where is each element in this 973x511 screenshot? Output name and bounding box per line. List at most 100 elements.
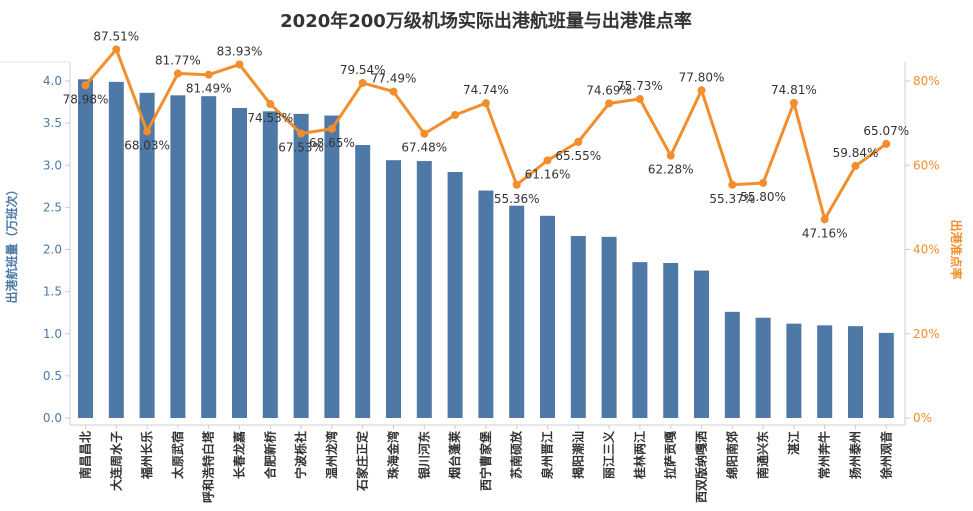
x-tick-label: 苏南硕放 xyxy=(509,430,524,479)
ontime-rate-label-揭阳潮汕: 65.55% xyxy=(555,149,601,163)
ontime-rate-label-太原武宿: 81.77% xyxy=(155,54,201,68)
y-left-tick-label: 3.5 xyxy=(43,116,62,130)
ontime-rate-label-桂林两江: 75.73% xyxy=(617,79,663,93)
bar-太原武宿 xyxy=(170,95,186,418)
ontime-rate-label-扬州泰州: 59.84% xyxy=(833,146,879,160)
ontime-rate-label-呼和浩特白塔: 81.49% xyxy=(186,82,232,96)
bar-苏南硕放 xyxy=(509,205,525,418)
ontime-rate-label-大连周水子: 87.51% xyxy=(93,29,139,43)
bar-绵阳南郊 xyxy=(724,311,740,418)
y-left-tick-label: 1.5 xyxy=(43,285,62,299)
y-axis-right-label: 出港准点率 xyxy=(949,219,964,279)
x-tick-label: 合肥新桥 xyxy=(262,430,277,479)
x-tick-label: 湛江 xyxy=(786,431,801,455)
x-tick-label: 绵阳南郊 xyxy=(724,431,739,479)
x-tick-label: 南昌昌北 xyxy=(78,431,93,479)
ontime-rate-point-西双版纳嘎洒 xyxy=(697,86,706,95)
x-tick-label: 常州奔牛 xyxy=(817,431,832,479)
ontime-rate-point-长春龙嘉 xyxy=(235,60,244,69)
bar-合肥新桥 xyxy=(262,111,278,418)
ontime-rate-point-苏南硕放 xyxy=(512,180,521,189)
bar-常州奔牛 xyxy=(817,325,833,418)
bar-揭阳潮汕 xyxy=(570,236,586,418)
bar-石家庄正定 xyxy=(355,145,371,418)
bar-桂林两江 xyxy=(632,262,648,418)
ontime-rate-point-石家庄正定 xyxy=(358,78,367,87)
bar-泉州晋江 xyxy=(540,215,555,418)
x-tick-label: 温州龙湾 xyxy=(324,431,339,479)
y-axis-left-label: 出港航班量（万班次） xyxy=(4,183,19,303)
x-tick-label: 宁波栎社 xyxy=(293,431,308,479)
y-left-tick-label: 0.0 xyxy=(43,411,62,425)
x-tick-label: 扬州泰州 xyxy=(848,431,863,479)
x-tick-label: 银川河东 xyxy=(416,431,431,479)
x-tick-label: 泉州晋江 xyxy=(540,431,555,479)
bar-珠海金湾 xyxy=(386,160,401,418)
bar-温州龙湾 xyxy=(324,115,340,418)
ontime-rate-label-宁波栎社: 67.53% xyxy=(278,141,324,155)
x-tick-label: 烟台蓬莱 xyxy=(447,431,462,479)
bars-layer xyxy=(78,79,894,419)
bar-银川河东 xyxy=(416,161,432,418)
y-right-tick-label: 0% xyxy=(913,411,932,425)
x-tick-label: 西双版纳嘎洒 xyxy=(694,431,709,503)
y-right-tick-label: 60% xyxy=(913,158,940,172)
y-left-tick-label: 3.0 xyxy=(43,158,62,172)
ontime-rate-label-绵阳南郊: 55.37% xyxy=(709,192,755,206)
x-tick-label: 丽江三义 xyxy=(601,430,616,479)
ontime-rate-point-泉州晋江 xyxy=(543,156,552,165)
ontime-rate-label-福州长乐: 68.03% xyxy=(124,138,170,152)
y-left-tick-label: 0.5 xyxy=(43,369,62,383)
bar-南昌昌北 xyxy=(78,79,93,418)
ontime-rate-point-绵阳南郊 xyxy=(728,180,737,189)
bar-烟台蓬莱 xyxy=(447,171,463,418)
x-tick-label: 珠海金湾 xyxy=(386,431,401,479)
bar-拉萨贡嘎 xyxy=(663,262,679,418)
x-tick-label: 西宁曹家堡 xyxy=(478,431,493,491)
bar-呼和浩特白塔 xyxy=(201,96,217,418)
ontime-rate-point-大连周水子 xyxy=(112,45,121,54)
chart-title: 2020年200万级机场实际出港航班量与出港准点率 xyxy=(280,10,692,32)
ontime-rate-point-宁波栎社 xyxy=(297,129,306,138)
ontime-rate-point-烟台蓬莱 xyxy=(451,110,460,119)
ontime-rate-point-拉萨贡嘎 xyxy=(666,151,675,160)
y-right-tick-label: 20% xyxy=(913,327,940,341)
y-left-tick-label: 1.0 xyxy=(43,327,62,341)
ontime-rate-point-合肥新桥 xyxy=(266,100,275,109)
x-tick-label: 太原武宿 xyxy=(170,431,185,479)
bar-长春龙嘉 xyxy=(232,107,247,419)
ontime-rate-label-西双版纳嘎洒: 77.80% xyxy=(679,70,725,84)
ontime-rate-label-湛江: 74.81% xyxy=(771,83,817,97)
x-tick-label: 福州长乐 xyxy=(139,431,154,480)
ontime-rate-point-徐州观音 xyxy=(882,139,891,148)
ontime-rate-label-石家庄正定: 79.54% xyxy=(340,63,386,77)
bar-丽江三义 xyxy=(601,236,617,418)
ontime-rate-point-丽江三义 xyxy=(605,99,614,108)
ontime-rate-point-南昌昌北 xyxy=(81,81,90,90)
ontime-rate-label-徐州观音: 65.07% xyxy=(863,124,909,138)
ontime-rate-point-珠海金湾 xyxy=(389,87,398,96)
bar-湛江 xyxy=(786,323,802,418)
ontime-rate-point-南通兴东 xyxy=(759,178,768,187)
x-tick-label: 石家庄正定 xyxy=(355,431,370,492)
ontime-rate-point-西宁曹家堡 xyxy=(481,99,490,108)
y-left-tick-label: 2.5 xyxy=(43,200,62,214)
bar-徐州观音 xyxy=(878,332,894,418)
ontime-rate-label-长春龙嘉: 83.93% xyxy=(217,44,263,58)
ontime-rate-point-温州龙湾 xyxy=(327,124,336,133)
y-left-tick-label: 4.0 xyxy=(43,74,62,88)
bar-宁波栎社 xyxy=(293,113,309,419)
ontime-rate-label-合肥新桥: 74.53% xyxy=(247,111,293,125)
y-right-tick-label: 80% xyxy=(913,74,940,88)
ontime-rate-label-拉萨贡嘎: 62.28% xyxy=(648,163,694,177)
ontime-rate-label-温州龙湾: 68.65% xyxy=(309,136,355,150)
x-tick-label: 南通兴东 xyxy=(755,431,770,479)
x-tick-label: 揭阳潮汕 xyxy=(570,431,585,479)
ontime-rate-point-桂林两江 xyxy=(635,94,644,103)
line-layer xyxy=(81,45,891,224)
ontime-rate-point-呼和浩特白塔 xyxy=(204,70,213,79)
ontime-rate-label-常州奔牛: 47.16% xyxy=(802,226,848,240)
bar-福州长乐 xyxy=(139,92,155,419)
